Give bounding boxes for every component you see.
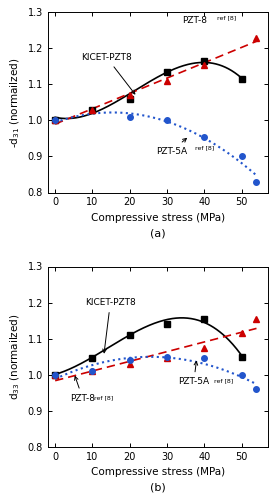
X-axis label: Compressive stress (MPa): Compressive stress (MPa) — [91, 467, 225, 477]
Text: PZT-5A: PZT-5A — [178, 362, 209, 386]
Y-axis label: d$_{33}$ (normailzed): d$_{33}$ (normailzed) — [8, 314, 22, 400]
Text: PZT-5A: PZT-5A — [156, 138, 187, 156]
Text: PZT-8: PZT-8 — [182, 16, 207, 25]
Text: KICET-PZT8: KICET-PZT8 — [85, 298, 136, 352]
Text: (b): (b) — [150, 482, 166, 492]
Text: ref [8]: ref [8] — [217, 16, 237, 20]
Text: ref [8]: ref [8] — [195, 146, 214, 150]
Text: (a): (a) — [150, 228, 166, 238]
X-axis label: Compressive stress (MPa): Compressive stress (MPa) — [91, 213, 225, 223]
Y-axis label: -d$_{31}$ (normailzed): -d$_{31}$ (normailzed) — [8, 58, 22, 148]
Text: ref [8]: ref [8] — [94, 395, 113, 400]
Text: PZT-8: PZT-8 — [70, 376, 95, 402]
Text: ref [8]: ref [8] — [214, 378, 233, 384]
Text: KICET-PZT8: KICET-PZT8 — [81, 53, 135, 94]
